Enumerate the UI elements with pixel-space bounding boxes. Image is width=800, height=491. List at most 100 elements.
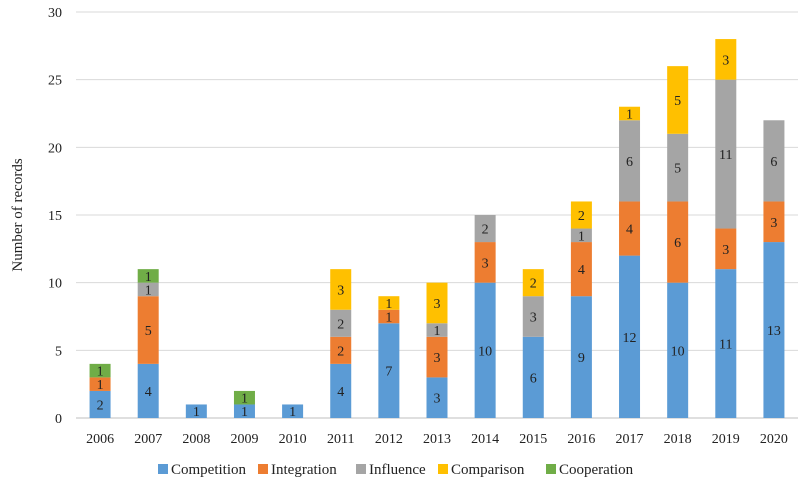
data-label: 4 — [337, 385, 344, 400]
data-label: 4 — [578, 263, 585, 278]
data-label: 2 — [337, 344, 344, 359]
data-label: 3 — [337, 283, 344, 298]
bar-segment-comparison-2019 — [715, 39, 737, 80]
bar-segment-competition-2013 — [426, 377, 448, 418]
bar-segment-cooperation-2007 — [137, 269, 159, 283]
data-label: 1 — [434, 324, 441, 339]
bar-segment-influence-2014 — [474, 215, 496, 243]
bar-segment-integration-2016 — [570, 242, 592, 297]
x-tick-label: 2013 — [423, 432, 451, 447]
data-label: 10 — [478, 344, 492, 359]
y-axis-label: Number of records — [10, 158, 26, 271]
y-tick-label: 5 — [55, 344, 62, 359]
x-tick-label: 2008 — [182, 432, 210, 447]
legend-swatch-comparison — [438, 464, 448, 474]
data-label: 3 — [722, 243, 729, 258]
data-label: 3 — [434, 297, 441, 312]
x-tick-label: 2018 — [664, 432, 692, 447]
x-tick-label: 2017 — [616, 432, 644, 447]
x-tick-label: 2016 — [567, 432, 595, 447]
legend-label-comparison: Comparison — [451, 462, 525, 478]
data-label: 5 — [145, 324, 152, 339]
data-label: 6 — [674, 236, 681, 251]
data-label: 12 — [623, 331, 637, 346]
bar-segment-competition-2006 — [89, 390, 111, 418]
data-label: 6 — [770, 155, 777, 170]
data-label: 2 — [482, 223, 489, 238]
data-label: 4 — [145, 385, 152, 400]
bar-segment-integration-2019 — [715, 228, 737, 270]
legend-label-influence: Influence — [369, 462, 426, 478]
x-tick-label: 2014 — [471, 432, 499, 447]
data-label: 2 — [337, 317, 344, 332]
bar-segment-cooperation-2009 — [233, 390, 255, 405]
data-label: 3 — [530, 311, 537, 326]
bar-segment-competition-2012 — [378, 323, 400, 418]
bar-segment-competition-2010 — [282, 404, 304, 418]
bar-segment-integration-2014 — [474, 242, 496, 283]
data-label: 3 — [434, 351, 441, 366]
bar-segment-influence-2015 — [522, 296, 544, 337]
bar-segment-integration-2006 — [89, 377, 111, 391]
data-label: 1 — [385, 297, 392, 312]
data-label: 1 — [145, 270, 152, 285]
bars — [89, 39, 785, 418]
bar-segment-competition-2009 — [233, 404, 255, 418]
x-tick-label: 2020 — [760, 432, 788, 447]
bar-segment-competition-2018 — [667, 282, 689, 418]
data-label: 3 — [434, 392, 441, 407]
bar-segment-influence-2017 — [619, 120, 641, 202]
legend-label-cooperation: Cooperation — [559, 462, 634, 478]
bar-segment-influence-2020 — [763, 120, 785, 202]
data-label: 11 — [719, 148, 732, 163]
x-tick-label: 2015 — [519, 432, 547, 447]
data-label: 1 — [578, 229, 585, 244]
data-label: 1 — [97, 378, 104, 393]
bar-segment-comparison-2012 — [378, 296, 400, 310]
data-label: 1 — [385, 311, 392, 326]
legend-swatch-competition — [158, 464, 168, 474]
legend-label-integration: Integration — [271, 462, 337, 478]
bar-segment-comparison-2011 — [330, 269, 352, 310]
data-label: 3 — [482, 256, 489, 271]
bar-segment-comparison-2016 — [570, 201, 592, 229]
bar-segment-influence-2018 — [667, 133, 689, 202]
bar-segment-competition-2020 — [763, 242, 785, 418]
bar-segment-competition-2017 — [619, 255, 641, 418]
x-tick-label: 2007 — [134, 432, 162, 447]
bar-segment-cooperation-2006 — [89, 363, 111, 378]
bar-segment-influence-2016 — [570, 228, 592, 243]
bar-segment-integration-2013 — [426, 336, 448, 378]
data-label: 11 — [719, 338, 732, 353]
bar-segment-integration-2011 — [330, 336, 352, 364]
bar-segment-comparison-2017 — [619, 106, 641, 121]
legend-swatch-cooperation — [546, 464, 556, 474]
bar-segment-integration-2012 — [378, 309, 400, 324]
data-label: 1 — [145, 283, 152, 298]
bar-segment-competition-2011 — [330, 363, 352, 418]
legend: Competition Integration Influence Compariso… — [158, 462, 634, 478]
data-label: 2 — [97, 398, 104, 413]
x-tick-label: 2019 — [712, 432, 740, 447]
data-label: 1 — [626, 108, 633, 123]
data-label: 5 — [674, 94, 681, 109]
y-tick-label: 10 — [48, 277, 62, 292]
bar-segment-comparison-2018 — [667, 66, 689, 134]
bar-segment-influence-2011 — [330, 309, 352, 337]
data-label: 9 — [578, 351, 585, 366]
bar-segment-competition-2016 — [570, 296, 592, 418]
bar-segment-integration-2017 — [619, 201, 641, 256]
legend-swatch-influence — [356, 464, 366, 474]
bar-segment-comparison-2013 — [426, 282, 448, 324]
bar-segment-competition-2019 — [715, 269, 737, 418]
data-label: 3 — [722, 53, 729, 68]
bar-segment-competition-2015 — [522, 336, 544, 418]
x-tick-label: 2011 — [327, 432, 354, 447]
bar-segment-competition-2008 — [185, 404, 207, 418]
y-tick-label: 0 — [55, 412, 62, 427]
bar-segment-competition-2007 — [137, 363, 159, 418]
